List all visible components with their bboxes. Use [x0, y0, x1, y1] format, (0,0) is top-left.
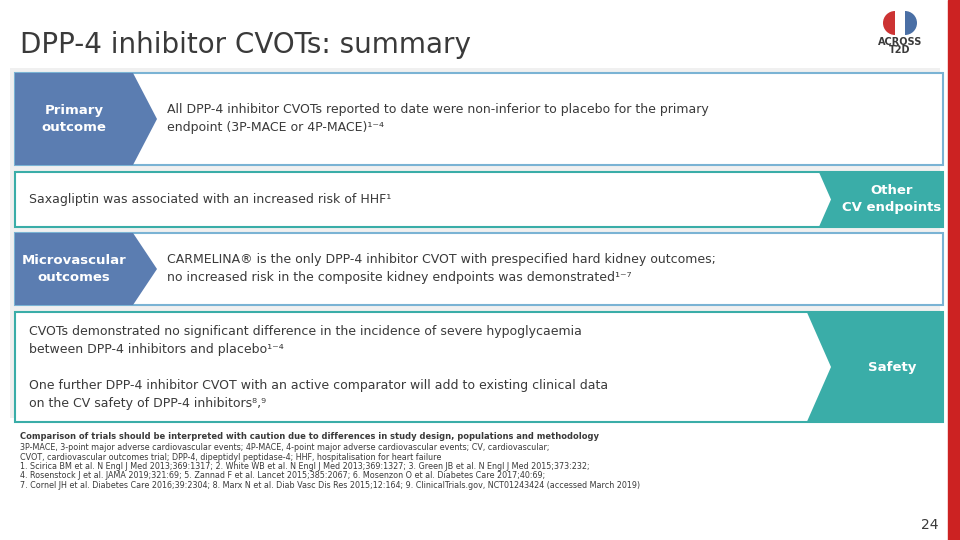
Text: DPP-4 inhibitor CVOTs: summary: DPP-4 inhibitor CVOTs: summary [20, 31, 470, 59]
Text: Other
CV endpoints: Other CV endpoints [842, 185, 942, 214]
Text: 4. Rosenstock J et al. JAMA 2019;321:69; 5. Zannad F et al. Lancet 2015;385:2067: 4. Rosenstock J et al. JAMA 2019;321:69;… [20, 471, 545, 481]
Text: Microvascular
outcomes: Microvascular outcomes [22, 254, 127, 284]
FancyBboxPatch shape [15, 73, 943, 165]
Polygon shape [133, 73, 157, 165]
Text: Saxagliptin was associated with an increased risk of HHF¹: Saxagliptin was associated with an incre… [29, 193, 392, 206]
Text: 3P-MACE, 3-point major adverse cardiovascular events; 4P-MACE, 4-point major adv: 3P-MACE, 3-point major adverse cardiovas… [20, 443, 549, 452]
Text: ACROSS: ACROSS [877, 37, 923, 47]
FancyBboxPatch shape [15, 233, 943, 305]
Polygon shape [133, 233, 157, 305]
Bar [10, 68, 940, 418]
Text: CVOT, cardiovascular outcomes trial; DPP-4, dipeptidyl peptidase-4; HHF, hospita: CVOT, cardiovascular outcomes trial; DPP… [20, 453, 442, 462]
Text: Comparison of trials should be interpreted with caution due to differences in st: Comparison of trials should be interpret… [20, 432, 599, 441]
Bar [948, 0, 960, 540]
Wedge shape [905, 11, 917, 35]
Text: 24: 24 [922, 518, 939, 532]
Text: All DPP-4 inhibitor CVOTs reported to date were non-inferior to placebo for the : All DPP-4 inhibitor CVOTs reported to da… [167, 104, 708, 134]
Bar [15, 73, 133, 165]
FancyBboxPatch shape [15, 172, 943, 227]
Text: T2D: T2D [889, 45, 911, 55]
Text: CVOTs demonstrated no significant difference in the incidence of severe hypoglyc: CVOTs demonstrated no significant differ… [29, 325, 608, 409]
Bar [15, 233, 133, 305]
Polygon shape [806, 312, 943, 422]
Text: Primary
outcome: Primary outcome [41, 104, 107, 134]
Text: CARMELINA® is the only DPP-4 inhibitor CVOT with prespecified hard kidney outcom: CARMELINA® is the only DPP-4 inhibitor C… [167, 253, 716, 285]
Polygon shape [819, 172, 943, 227]
Text: Safety: Safety [868, 361, 916, 374]
Text: 7. Cornel JH et al. Diabetes Care 2016;39:2304; 8. Marx N et al. Diab Vasc Dis R: 7. Cornel JH et al. Diabetes Care 2016;3… [20, 481, 640, 490]
Wedge shape [883, 11, 895, 35]
Text: 1. Scirica BM et al. N Engl J Med 2013;369:1317; 2. White WB et al. N Engl J Med: 1. Scirica BM et al. N Engl J Med 2013;3… [20, 462, 589, 471]
FancyBboxPatch shape [15, 312, 943, 422]
Circle shape [895, 18, 905, 28]
